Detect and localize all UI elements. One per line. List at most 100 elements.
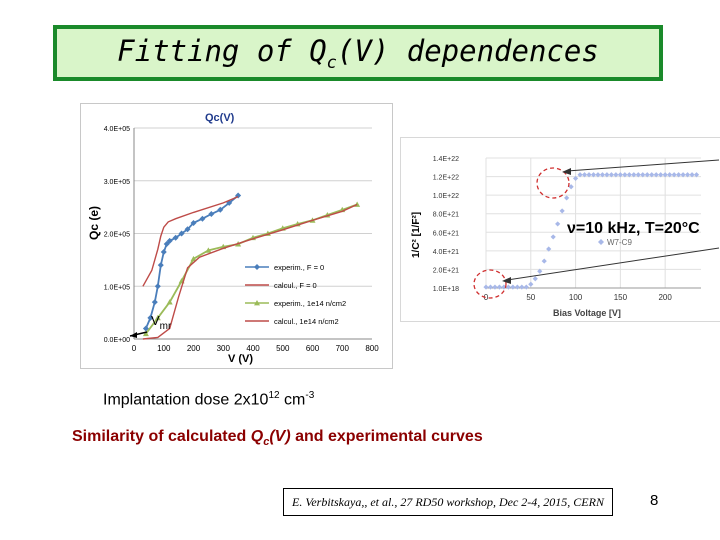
cv-data-point [492,284,498,290]
qc-y-tick-label: 4.0E+05 [104,126,130,133]
qc-legend-label: experim., F = 0 [274,263,324,272]
vmr-label: V [151,313,160,328]
vmr-arrowhead [130,332,137,338]
cv-y-tick-label: 1.0E+18 [433,286,459,293]
cv-data-point [483,284,489,290]
cv-x-tick-label: 200 [658,293,672,302]
qc-y-tick-label: 2.0E+05 [104,232,130,239]
cv-y-axis-label: 1/C² [1/F²] [411,212,422,258]
cv-chart-axes: 1.0E+18 2.0E+21 4.0E+21 6.0E+21 8.0E+21 1.0E+… [433,156,701,302]
qc-legend-label: calcul., 1e14 n/cm2 [274,317,339,326]
cv-condition-annotation: ν=10 kHz, T=20°C [567,220,700,237]
cv-data-point [559,208,565,214]
onset-arrowhead [502,277,511,284]
similarity-post: and experimental curves [290,428,483,445]
cv-data-point [693,172,700,178]
cv-y-tick-label: 6.0E+21 [433,230,459,237]
qc-y-tick-label: 1.0E+05 [104,284,130,291]
onset-arrow [506,247,720,281]
cv-data-point [689,172,695,178]
qc-data-point [157,262,164,269]
qc-data-point [147,314,154,321]
cv-chart: 1.0E+18 2.0E+21 4.0E+21 6.0E+21 8.0E+21 1.0E+… [400,137,720,322]
slide-title: Fitting of Qc(V) dependences [117,34,599,73]
title-end: (V) dependences [336,33,599,68]
cv-data-point [680,172,686,178]
similarity-v: (V) [269,428,291,445]
title-main: Fitting of Q [117,33,327,68]
qc-legend-label: experim., 1e14 n/cm2 [274,299,346,308]
qc-legend-marker [254,264,260,270]
qc-data-point [154,314,161,321]
saturation-arrowhead [562,168,571,175]
qc-chart-axes: 0.0E+00 1.0E+05 2.0E+05 3.0E+05 4.0E+05 0 100 2… [104,126,380,353]
qc-x-tick-label: 200 [187,344,201,353]
reference-box: E. Verbitskaya,, et al., 27 RD50 worksho… [283,488,613,516]
implant-text: Implantation dose 2x10 [103,391,269,409]
cv-data-point [496,284,503,290]
cv-data-point [577,172,583,178]
qc-data-point [184,226,191,233]
title-subscript: c [326,52,337,73]
qc-v-chart: Qc(V) 0.0E+00 1.0E+05 2.0E+05 3.0E+05 4.0E+0… [80,103,393,369]
qc-data-point [190,255,197,262]
qc-chart-series [142,192,361,340]
cv-data-point [537,268,543,274]
qc-x-tick-label: 700 [336,344,350,353]
qc-y-tick-label: 3.0E+05 [104,179,130,186]
implantation-dose-text: Implantation dose 2x1012 cm-3 [103,390,314,409]
qc-legend-label: calcul., F = 0 [274,281,317,290]
slide-title-box: Fitting of Qc(V) dependences [53,25,663,81]
qc-chart-legend: experim., F = 0 calcul., F = 0 experim., 1… [245,263,346,326]
implant-unit: cm [279,391,306,409]
cv-chart-svg: 1.0E+18 2.0E+21 4.0E+21 6.0E+21 8.0E+21 1.0E+… [411,156,720,318]
qc-data-point [166,237,173,244]
qc-x-tick-label: 300 [217,344,231,353]
qc-data-point [199,215,206,222]
qc-data-point [142,325,149,332]
cv-y-tick-label: 1.4E+22 [433,156,459,163]
qc-x-tick-label: 800 [365,344,379,353]
qc-data-point [160,248,167,255]
similarity-qsub: c [263,436,270,449]
cv-legend-label: W7-C9 [607,238,632,247]
cv-data-point [528,281,534,287]
implant-unit-exp: -3 [305,390,315,401]
cv-legend-marker [598,239,604,245]
qc-series-line [142,203,358,340]
cv-data-point [617,172,623,178]
qc-x-tick-label: 100 [157,344,171,353]
cv-data-point [541,258,547,264]
qc-data-point [142,330,149,337]
cv-x-tick-label: 50 [526,293,535,302]
similarity-q: Q [250,428,264,445]
similarity-pre: Similarity of calculated [72,428,251,445]
cv-x-axis-label: Bias Voltage [V] [553,308,621,318]
qc-data-point [217,206,224,213]
saturation-circle [536,167,570,199]
cv-x-tick-label: 100 [569,293,583,302]
cv-data-point [676,172,682,178]
qc-chart-title: Qc(V) [205,112,235,124]
cv-data-point [510,284,516,290]
cv-data-point [487,284,494,290]
similarity-statement: Similarity of calculated Qc(V) and exper… [72,428,483,448]
cv-data-point [550,234,556,240]
qc-series-line [142,195,239,287]
cv-data-point [671,172,677,178]
cv-data-point [514,284,520,290]
reference-text: E. Verbitskaya,, et al., 27 RD50 worksho… [292,494,604,509]
qc-x-tick-label: 500 [276,344,290,353]
cv-data-point [519,284,525,290]
qc-data-point [190,219,197,226]
cv-chart-legend: W7-C9 [598,238,632,247]
qc-x-axis-label: V (V) [228,353,253,365]
cv-y-tick-label: 1.2E+22 [433,175,459,182]
qc-data-point [151,299,158,306]
qc-y-axis-label: Qc (e) [87,206,101,240]
cv-y-tick-label: 1.0E+22 [433,193,459,200]
saturation-arrow [566,159,720,172]
qc-data-point [166,299,173,305]
cv-chart-grid [485,157,701,289]
vmr-annotation: Vmr [151,313,172,332]
